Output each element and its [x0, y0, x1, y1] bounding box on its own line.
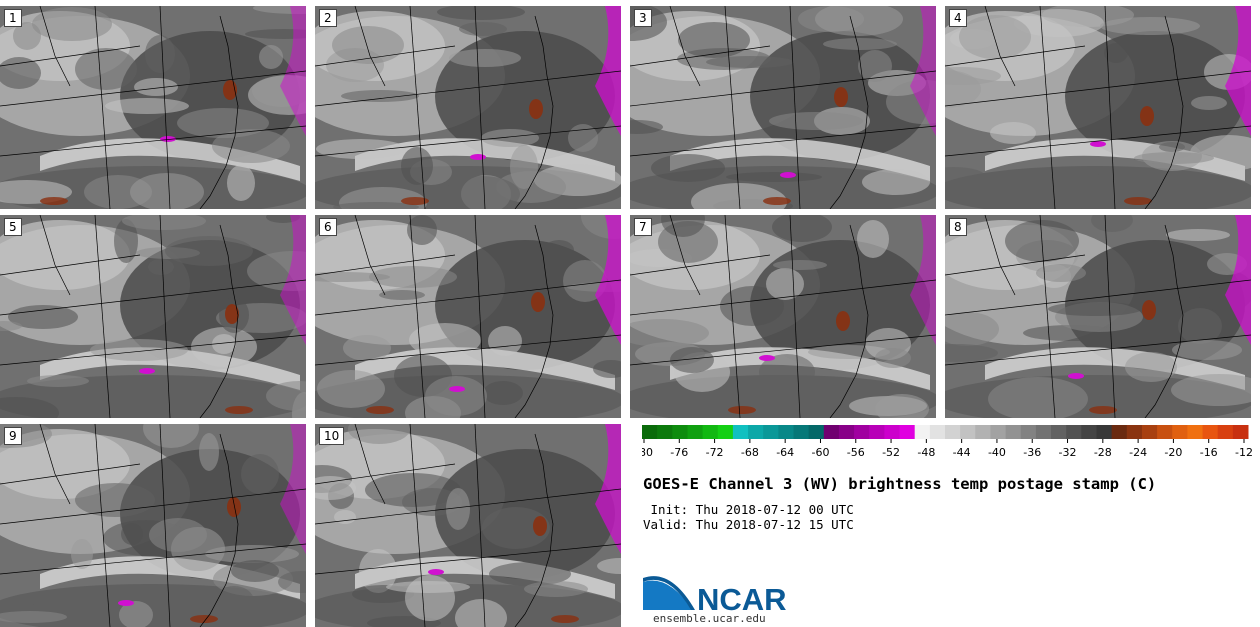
ncar-logo-text: NCAR [697, 582, 787, 614]
colorbar-tick-label: -48 [917, 446, 935, 459]
panel-label: 7 [634, 218, 652, 236]
colorbar-swatch [823, 425, 840, 439]
colorbar-swatch [778, 425, 794, 439]
colorbar-tick-label: -44 [953, 446, 971, 459]
ncar-logo-swoosh-icon [643, 576, 695, 610]
colorbar-swatch [960, 425, 976, 439]
colorbar-swatch [929, 425, 946, 439]
source-url: ensemble.ucar.edu [653, 612, 766, 625]
colorbar-swatch [702, 425, 719, 439]
colorbar-tick-label: -24 [1129, 446, 1147, 459]
colorbar-swatch [1187, 425, 1204, 439]
colorbar-tick-label: -60 [811, 446, 829, 459]
colorbar-swatch [1217, 425, 1234, 439]
panel-label: 2 [319, 9, 337, 27]
colorbar-tick-label: -68 [741, 446, 759, 459]
panel-4: 4 [945, 6, 1251, 209]
ncar-logo: NCAR [643, 576, 787, 614]
init-time: Init: Thu 2018-07-12 00 UTC [643, 502, 854, 517]
wv-map-6 [315, 215, 621, 418]
colorbar-swatch [1202, 425, 1219, 439]
colorbar-tick-label: -64 [776, 446, 794, 459]
colorbar-swatch [1096, 425, 1113, 439]
colorbar-swatch [717, 425, 734, 439]
colorbar-swatch [1157, 425, 1173, 439]
panel-1: 1 [0, 6, 306, 209]
colorbar-tick-label: -56 [847, 446, 865, 459]
colorbar-tick-label: -52 [882, 446, 900, 459]
panel-7: 7 [630, 215, 936, 418]
colorbar-swatch [1051, 425, 1067, 439]
colorbar-swatch [1232, 425, 1249, 439]
figure-title: GOES-E Channel 3 (WV) brightness temp po… [643, 475, 1157, 493]
colorbar-swatch [869, 425, 885, 439]
colorbar-swatch [899, 425, 916, 439]
wv-map-5 [0, 215, 306, 418]
colorbar-swatch [945, 425, 961, 439]
colorbar-swatch [657, 425, 673, 439]
panel-10: 10 [315, 424, 621, 627]
colorbar-swatch [1020, 425, 1037, 439]
colorbar-tick-label: -20 [1164, 446, 1182, 459]
colorbar-tick-label: -16 [1200, 446, 1218, 459]
panel-2: 2 [315, 6, 621, 209]
panel-label: 4 [949, 9, 967, 27]
colorbar-swatch [990, 425, 1007, 439]
colorbar-swatch [748, 425, 764, 439]
panel-6: 6 [315, 215, 621, 418]
valid-time: Valid: Thu 2018-07-12 15 UTC [643, 517, 854, 532]
colorbar-swatch [1141, 425, 1158, 439]
colorbar-swatch [1066, 425, 1082, 439]
colorbar-swatch [642, 425, 658, 439]
wv-map-3 [630, 6, 936, 209]
panel-5: 5 [0, 215, 306, 418]
wv-map-4 [945, 6, 1251, 209]
panel-label: 8 [949, 218, 967, 236]
colorbar-swatch [975, 425, 991, 439]
wv-map-7 [630, 215, 936, 418]
colorbar: -80 -76 -72 -68 -64 -60 -56 -52 -48 -44 -40 -36 -32 -… [642, 425, 1253, 459]
colorbar-swatch [1035, 425, 1052, 439]
colorbar-swatch [672, 425, 688, 439]
colorbar-tick-label: -12 [1235, 446, 1253, 459]
colorbar-tick-label: -80 [642, 446, 653, 459]
wv-map-10 [315, 424, 621, 627]
panel-3: 3 [630, 6, 936, 209]
panel-label: 5 [4, 218, 22, 236]
panel-label: 6 [319, 218, 337, 236]
panel-label: 1 [4, 9, 22, 27]
wv-map-9 [0, 424, 306, 627]
colorbar-swatch [1172, 425, 1188, 439]
colorbar-swatch [732, 425, 749, 439]
colorbar-swatch [793, 425, 810, 439]
colorbar-swatch [884, 425, 901, 439]
colorbar-tick-label: -36 [1023, 446, 1041, 459]
colorbar-tick-label: -76 [670, 446, 688, 459]
colorbar-swatch [763, 425, 779, 439]
colorbar-swatch [1126, 425, 1143, 439]
panel-9: 9 [0, 424, 306, 627]
colorbar-swatch [808, 425, 825, 439]
panel-label: 3 [634, 9, 652, 27]
colorbar-swatch [914, 425, 931, 439]
panel-8: 8 [945, 215, 1251, 418]
colorbar-swatch [687, 425, 704, 439]
colorbar-tick-label: -32 [1059, 446, 1077, 459]
wv-map-1 [0, 6, 306, 209]
wv-map-8 [945, 215, 1251, 418]
colorbar-tick-label: -28 [1094, 446, 1112, 459]
colorbar-swatch [838, 425, 855, 439]
colorbar-swatch [854, 425, 870, 439]
wv-map-2 [315, 6, 621, 209]
colorbar-tick-label: -40 [988, 446, 1006, 459]
panel-label: 9 [4, 427, 22, 445]
colorbar-swatch [1005, 425, 1022, 439]
colorbar-swatch [1081, 425, 1097, 439]
colorbar-tick-label: -72 [706, 446, 724, 459]
panel-label: 10 [319, 427, 345, 445]
colorbar-swatch [1111, 425, 1128, 439]
